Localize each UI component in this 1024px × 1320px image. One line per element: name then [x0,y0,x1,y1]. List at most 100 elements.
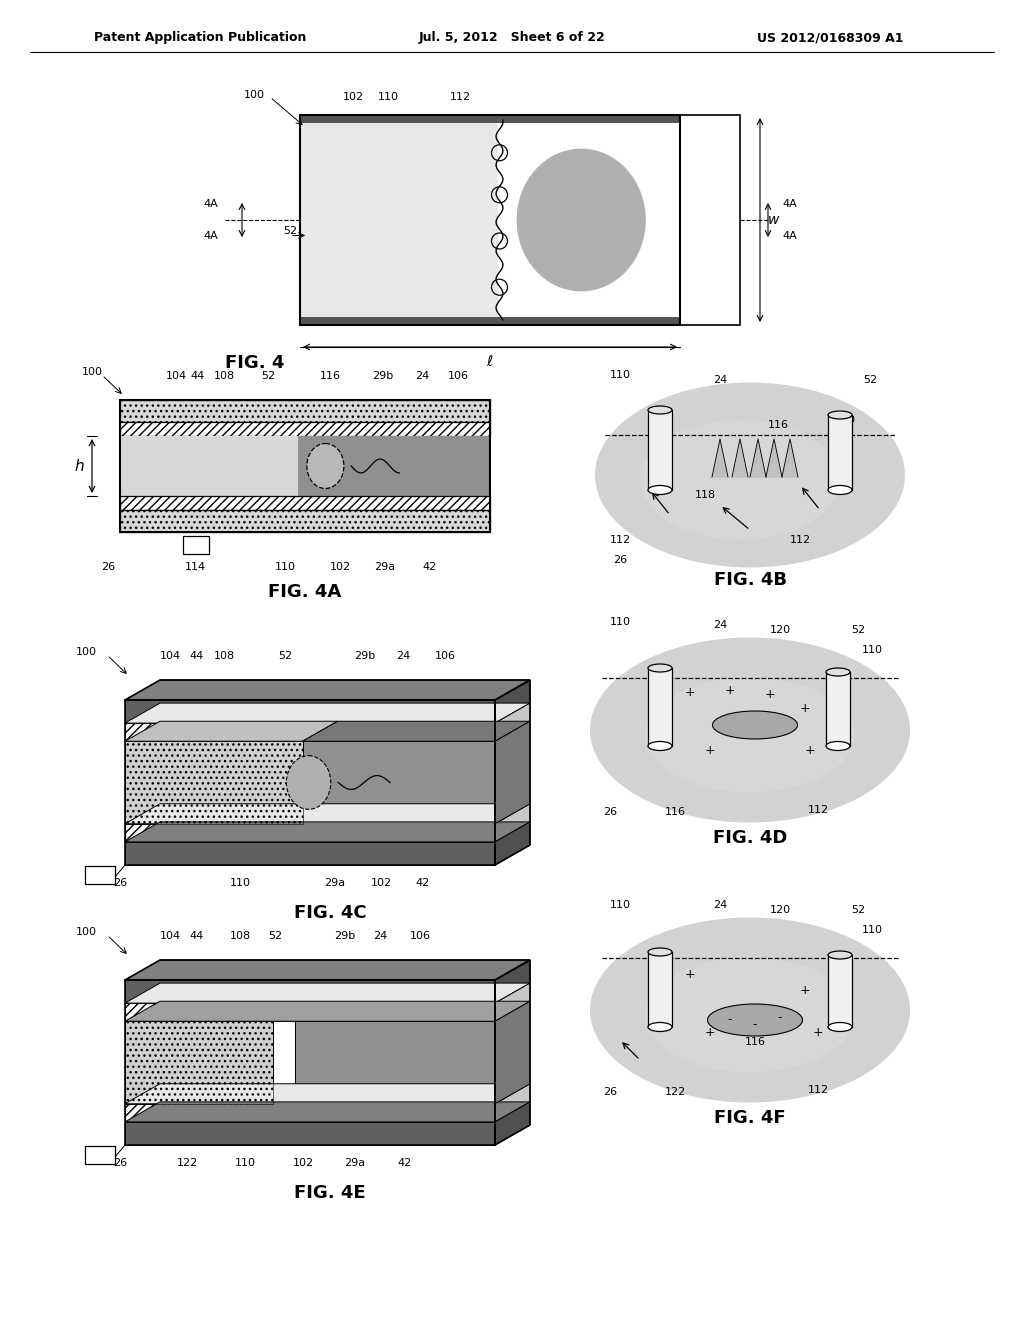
Ellipse shape [828,1023,852,1031]
Text: 112: 112 [808,805,828,814]
Ellipse shape [648,486,672,495]
Text: +: + [813,1026,823,1039]
Text: 108: 108 [229,931,251,941]
Bar [120,436,298,496]
Text: +: + [800,701,810,714]
Text: 52: 52 [268,931,282,941]
Polygon shape [766,440,782,477]
Polygon shape [125,804,530,824]
Text: 110: 110 [835,414,855,425]
Polygon shape [125,822,530,842]
Text: 26: 26 [113,878,127,888]
Polygon shape [273,1022,295,1104]
Text: +: + [829,995,841,1008]
Polygon shape [495,822,530,865]
Text: 26: 26 [613,554,627,565]
Text: 116: 116 [665,807,685,817]
Text: 100: 100 [76,647,97,657]
Text: FIG. 4A: FIG. 4A [268,583,342,601]
Text: 112: 112 [790,535,811,545]
Text: +: + [800,983,810,997]
Bar [183,536,209,554]
Text: 4A: 4A [782,199,797,209]
Text: 114: 114 [186,540,206,550]
Bar [120,510,490,532]
Text: FIG. 4: FIG. 4 [225,354,285,372]
Bar [648,668,672,746]
Polygon shape [495,960,530,1003]
Bar [648,952,672,1027]
Text: 114: 114 [90,1151,110,1162]
Ellipse shape [648,948,672,956]
Polygon shape [125,721,338,742]
Polygon shape [125,1084,530,1104]
Text: 114: 114 [184,562,206,572]
Text: 108: 108 [213,651,234,661]
Text: 26: 26 [101,562,115,572]
Bar [300,115,680,325]
Bar [298,436,490,496]
Text: 42: 42 [423,562,437,572]
Ellipse shape [595,383,905,568]
Text: 52: 52 [283,226,297,235]
Text: 104: 104 [166,371,186,381]
Bar [120,400,490,422]
Ellipse shape [828,950,852,960]
Text: 29a: 29a [325,878,345,888]
Polygon shape [125,742,303,824]
Text: 102: 102 [330,562,350,572]
Polygon shape [303,742,495,824]
Polygon shape [495,804,530,842]
Polygon shape [125,700,495,723]
Polygon shape [303,721,530,742]
Polygon shape [495,680,530,723]
Polygon shape [125,1003,495,1022]
Text: Patent Application Publication: Patent Application Publication [94,32,306,45]
Text: +: + [725,684,735,697]
Text: +: + [705,743,716,756]
Ellipse shape [828,411,852,418]
Ellipse shape [645,957,855,1072]
Text: $\ell$: $\ell$ [486,354,494,368]
Text: 26: 26 [603,1086,617,1097]
Text: 110: 110 [609,616,631,627]
Text: FIG. 4B: FIG. 4B [714,572,786,589]
Text: 114: 114 [90,871,110,880]
Ellipse shape [287,755,331,809]
Bar [85,1146,115,1164]
Text: 110: 110 [234,1158,256,1168]
Text: 29b: 29b [354,651,376,661]
Text: 24: 24 [713,620,727,630]
Ellipse shape [640,420,840,540]
Text: $h$: $h$ [74,458,84,474]
Polygon shape [495,704,530,742]
Polygon shape [732,440,748,477]
Text: Jul. 5, 2012   Sheet 6 of 22: Jul. 5, 2012 Sheet 6 of 22 [419,32,605,45]
Text: 26: 26 [113,1158,127,1168]
Text: -: - [728,1014,732,1027]
Ellipse shape [648,407,672,414]
Ellipse shape [648,1023,672,1031]
Ellipse shape [645,677,855,792]
Text: 44: 44 [189,931,204,941]
Ellipse shape [713,711,798,739]
Bar [828,414,852,490]
Bar [300,317,680,325]
Text: 104: 104 [160,931,180,941]
Text: 100: 100 [76,927,97,937]
Bar [300,115,680,123]
Bar [120,400,490,532]
Polygon shape [495,721,530,824]
Text: 26: 26 [603,807,617,817]
Text: 4A: 4A [203,231,218,242]
Text: 24: 24 [373,931,387,941]
Text: 44: 44 [189,651,204,661]
Polygon shape [495,1084,530,1122]
Text: 112: 112 [609,535,631,545]
Text: 116: 116 [744,1038,766,1047]
Text: 122: 122 [176,1158,198,1168]
Polygon shape [495,1102,530,1144]
Ellipse shape [648,664,672,672]
Text: 110: 110 [274,562,296,572]
Text: 29b: 29b [373,371,393,381]
